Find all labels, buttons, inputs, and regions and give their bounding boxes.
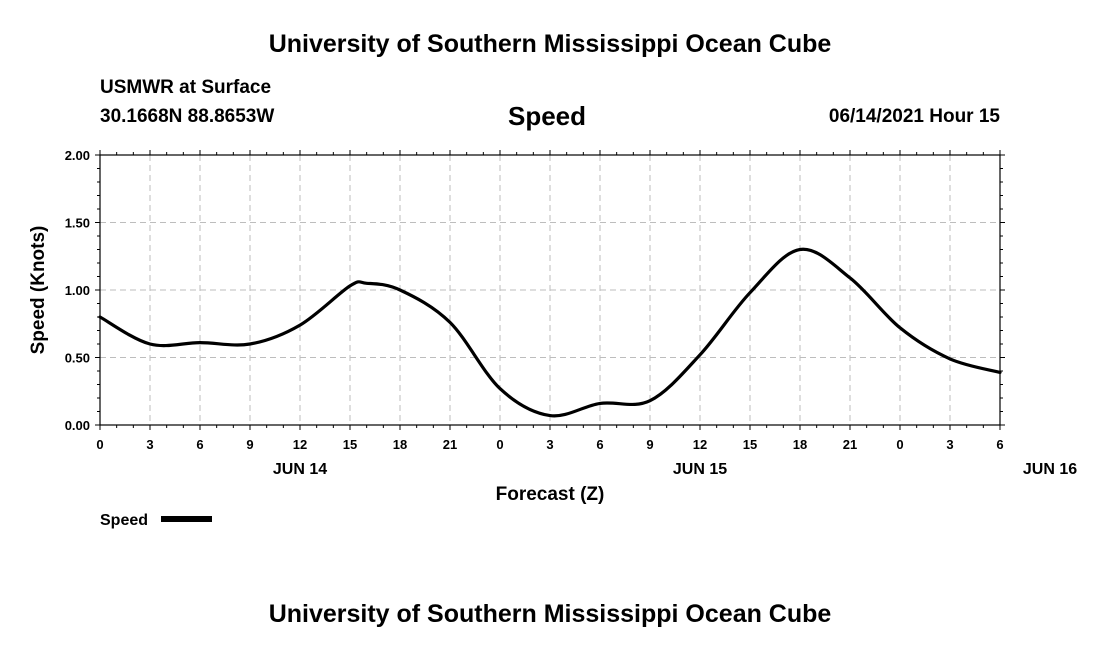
x-tick-label: 6 [596, 437, 603, 452]
date-labels: JUN 14 JUN 15 JUN 16 [273, 461, 1077, 478]
x-tick-label: 15 [343, 437, 357, 452]
x-tick-label: 15 [743, 437, 757, 452]
x-tick-label: 9 [246, 437, 253, 452]
chart-title: University of Southern Mississippi Ocean… [268, 30, 832, 58]
y-tick-label: 1.50 [65, 216, 90, 231]
legend-label-speed: Speed [100, 512, 148, 529]
x-tick-label: 6 [996, 437, 1003, 452]
x-tick-label: 6 [196, 437, 203, 452]
y-tick-label: 0.50 [65, 351, 90, 366]
x-tick-label: 21 [843, 437, 857, 452]
date-label: JUN 16 [1023, 461, 1077, 478]
y-tick-label: 2.00 [65, 148, 90, 163]
date-label: JUN 14 [273, 461, 327, 478]
x-tick-label: 3 [946, 437, 953, 452]
x-tick-label: 9 [646, 437, 653, 452]
grid-lines [100, 155, 1000, 425]
y-tick-label: 1.00 [65, 283, 90, 298]
x-tick-label: 3 [146, 437, 153, 452]
axis-ticks [95, 150, 1005, 430]
station-label: USMWR at Surface [100, 77, 272, 98]
y-tick-label: 0.00 [65, 418, 90, 433]
x-tick-label: 21 [443, 437, 457, 452]
variable-label: Speed [508, 101, 587, 131]
datetime-label: 06/14/2021 Hour 15 [828, 106, 1000, 127]
x-tick-label: 12 [693, 437, 707, 452]
y-axis-label: Speed (Knots) [28, 226, 49, 355]
series-line-speed [98, 247, 1002, 418]
x-tick-label: 12 [293, 437, 307, 452]
x-tick-labels: 0 3 6 9 12 15 18 21 0 3 6 9 12 15 18 21 0 3 6 [96, 437, 1003, 452]
legend-swatch-speed [161, 516, 212, 522]
date-label: JUN 15 [673, 461, 727, 478]
y-tick-labels: 0.00 0.50 1.00 1.50 2.00 [65, 148, 90, 433]
x-tick-label: 0 [496, 437, 503, 452]
x-tick-label: 0 [896, 437, 903, 452]
footer-title: University of Southern Mississippi Ocean… [268, 600, 832, 628]
location-label: 30.1668N 88.8653W [100, 106, 275, 127]
x-axis-label: Forecast (Z) [496, 484, 605, 505]
x-tick-label: 3 [546, 437, 553, 452]
x-tick-label: 18 [393, 437, 407, 452]
x-tick-label: 0 [96, 437, 103, 452]
x-tick-label: 18 [793, 437, 807, 452]
